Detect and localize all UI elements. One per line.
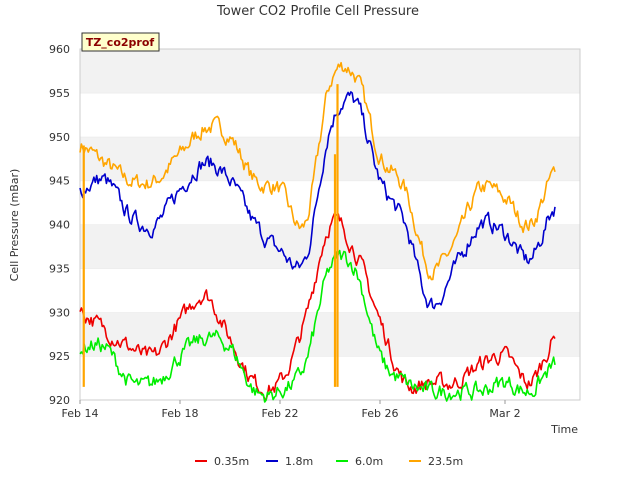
- x-axis: Feb 14 Feb 18 Feb 22 Feb 26 Mar 2: [62, 400, 521, 420]
- y-tick-label: 920: [49, 394, 70, 407]
- y-tick-label: 940: [49, 219, 70, 232]
- x-tick-label: Mar 2: [489, 407, 520, 420]
- plot-frame: [79, 48, 581, 401]
- series-lines: [79, 61, 556, 403]
- series-line-0.35m: [79, 213, 556, 401]
- series-line-6.0m: [79, 249, 556, 403]
- legend-label: 0.35m: [214, 455, 249, 468]
- chart-title: Tower CO2 Profile Cell Pressure: [216, 4, 419, 19]
- y-tick-label: 945: [49, 175, 70, 188]
- series-line-1.8m: [79, 91, 556, 310]
- x-tick-label: Feb 22: [262, 407, 299, 420]
- y-axis-label: Cell Pressure (mBar): [8, 169, 21, 282]
- x-tick-label: Feb 26: [362, 407, 399, 420]
- series-line-23.5m: [79, 61, 556, 281]
- y-tick-label: 930: [49, 306, 70, 319]
- badge-label: TZ_co2prof: [86, 36, 155, 49]
- grid-band: [80, 136, 580, 181]
- x-axis-label: Time: [550, 423, 578, 436]
- y-axis: 920 925 930 935 940 945 950 955 960: [49, 43, 70, 407]
- grid-band: [80, 312, 580, 357]
- y-tick-label: 925: [49, 350, 70, 363]
- y-tick-label: 960: [49, 43, 70, 56]
- x-tick-label: Feb 14: [62, 407, 99, 420]
- legend-label: 6.0m: [355, 455, 383, 468]
- grid-band: [80, 268, 580, 313]
- grid-band: [80, 180, 580, 225]
- legend-label: 1.8m: [285, 455, 313, 468]
- y-tick-label: 935: [49, 262, 70, 275]
- y-tick-label: 950: [49, 131, 70, 144]
- spikes: [82, 84, 339, 387]
- legend: 0.35m 1.8m 6.0m 23.5m: [195, 455, 463, 468]
- badge: TZ_co2prof: [81, 32, 160, 52]
- background-bands: [80, 48, 580, 400]
- y-tick-label: 955: [49, 87, 70, 100]
- badge-box: [81, 32, 160, 52]
- x-tick-label: Feb 18: [162, 407, 199, 420]
- grid-band: [80, 356, 580, 400]
- legend-label: 23.5m: [428, 455, 463, 468]
